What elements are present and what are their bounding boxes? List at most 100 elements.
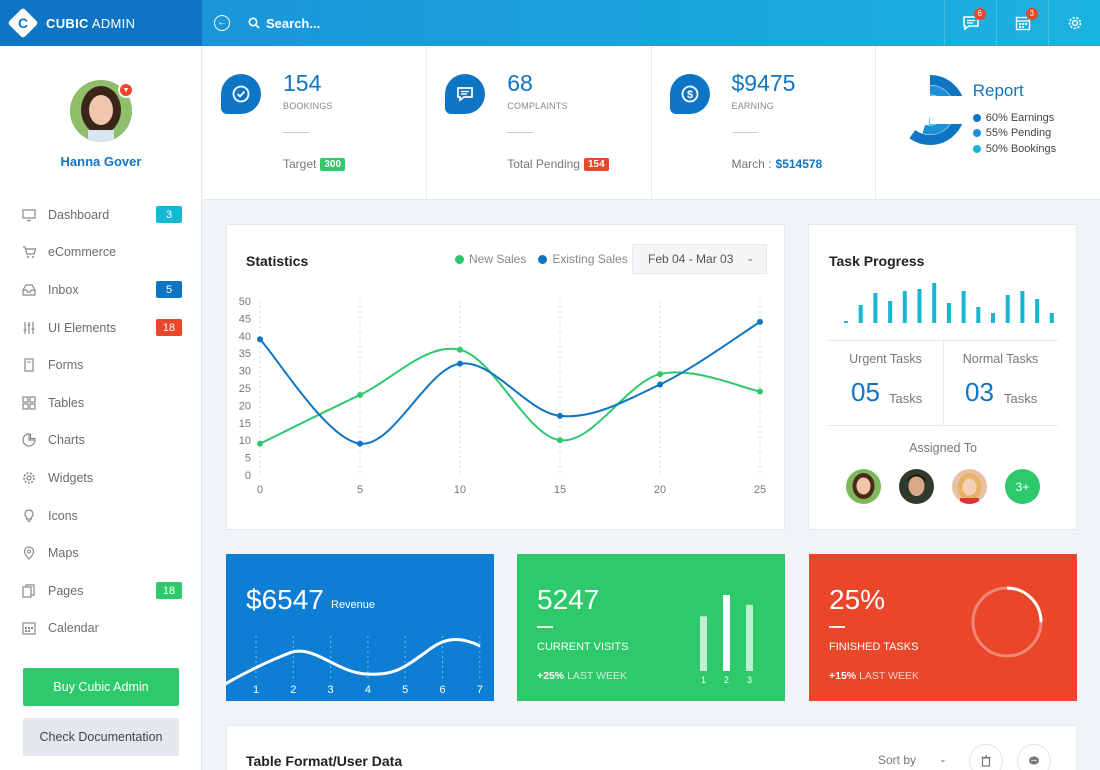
delete-button[interactable]: [969, 744, 1003, 770]
count-badge: 18: [156, 582, 182, 600]
bar-label: 2: [724, 675, 729, 685]
data-point: [457, 360, 463, 367]
sidebar-item-pages[interactable]: Pages 18: [0, 572, 202, 610]
pin-icon: [22, 546, 36, 560]
legend-item: New Sales: [455, 252, 526, 266]
divider: [828, 425, 1058, 426]
stat-label: EARNING: [731, 101, 774, 111]
chevron-down-icon[interactable]: ▼: [118, 82, 134, 98]
search-input[interactable]: Search...: [248, 16, 320, 31]
cart-icon: [22, 245, 36, 259]
sidebar-item-label: Charts: [48, 433, 85, 448]
buy-button[interactable]: Buy Cubic Admin: [23, 668, 179, 706]
sidebar-item-charts[interactable]: Charts: [0, 422, 202, 460]
date-range-select[interactable]: Feb 04 - Mar 03 ⌄: [632, 244, 767, 274]
chevron-down-icon[interactable]: ⌄: [939, 754, 947, 764]
count-badge: 5: [156, 281, 182, 299]
date-range-value: Feb 04 - Mar 03: [648, 252, 734, 266]
documentation-button[interactable]: Check Documentation: [23, 718, 179, 756]
messages-button[interactable]: 6: [944, 0, 996, 46]
sidebar-item-widgets[interactable]: Widgets: [0, 459, 202, 497]
divider: [283, 132, 309, 133]
task-progress-card: Task Progress Urgent Tasks 05 Tasks Norm…: [808, 224, 1077, 530]
calendar-button[interactable]: 3: [996, 0, 1048, 46]
visits-delta: +25% LAST WEEK: [537, 670, 627, 682]
finished-tasks-progress-ring: [971, 586, 1043, 658]
gear-icon: [1068, 16, 1081, 30]
check-icon: [221, 74, 261, 114]
sort-by-select[interactable]: Sort by: [878, 753, 917, 767]
revenue-wave-line: [226, 637, 481, 686]
sidebar-item-icons[interactable]: Icons: [0, 497, 202, 535]
sidebar-item-inbox[interactable]: Inbox 5: [0, 271, 202, 309]
trash-icon: [981, 755, 991, 767]
x-tick-label: 5: [357, 484, 363, 496]
search-icon: [248, 17, 260, 29]
stat-value: 68: [507, 70, 533, 96]
sidebar-item-label: Calendar: [48, 621, 99, 636]
visits-bar: [723, 595, 730, 671]
data-point: [357, 440, 363, 447]
avatar[interactable]: [899, 469, 934, 504]
revenue-tile: $6547 Revenue 1 2 3 4 5 6 7: [226, 554, 494, 701]
data-point: [357, 391, 363, 398]
task-bar: [858, 305, 863, 323]
task-bar: [888, 301, 893, 323]
comment-button[interactable]: [1017, 744, 1051, 770]
sidebar-item-calendar[interactable]: Calendar: [0, 610, 202, 648]
visits-tile: 5247 CURRENT VISITS +25% LAST WEEK 1 2 3: [517, 554, 785, 701]
sidebar-item-forms[interactable]: Forms: [0, 346, 202, 384]
avatar[interactable]: [846, 469, 881, 504]
y-tick-label: 35: [239, 348, 251, 360]
visits-bar-chart: 1 2 3: [700, 595, 753, 685]
finished-tasks-label: FINISHED TASKS: [829, 641, 919, 653]
chat-icon: [1029, 756, 1039, 765]
settings-button[interactable]: [1048, 0, 1100, 46]
task-progress-bars: [844, 283, 1054, 323]
normal-tasks-label: Normal Tasks: [962, 352, 1039, 366]
form-icon: [22, 358, 36, 372]
urgent-tasks-count: 05: [851, 377, 880, 407]
x-tick-label: 4: [365, 684, 371, 696]
sidebar-menu: Dashboard 3 eCommerce Inbox 5 UI Elements 18 Fo…: [0, 196, 202, 647]
chart-legend: New Sales Existing Sales: [455, 252, 640, 266]
data-point: [557, 412, 563, 419]
status-badge: 154: [583, 157, 609, 171]
back-arrow-icon[interactable]: ←: [214, 15, 230, 31]
sidebar-item-label: Maps: [48, 546, 79, 561]
avatar[interactable]: [952, 469, 987, 504]
sidebar-item-dashboard[interactable]: Dashboard 3: [0, 196, 202, 234]
divider: [829, 626, 845, 628]
sidebar-item-label: eCommerce: [48, 245, 117, 260]
sidebar-item-ecommerce[interactable]: eCommerce: [0, 234, 202, 272]
x-tick-label: 20: [654, 484, 666, 496]
divider: [507, 132, 534, 133]
visits-label: CURRENT VISITS: [537, 641, 629, 653]
sidebar-item-ui-elements[interactable]: UI Elements 18: [0, 309, 202, 347]
count-badge: 18: [156, 319, 182, 337]
task-bar: [1005, 295, 1010, 323]
y-tick-label: 0: [245, 470, 251, 482]
user-name[interactable]: Hanna Gover: [60, 154, 142, 169]
sidebar-item-tables[interactable]: Tables: [0, 384, 202, 422]
revenue-value: $6547: [246, 584, 324, 615]
stat-label: BOOKINGS: [283, 101, 333, 111]
card-title: Statistics: [246, 253, 309, 269]
visits-value: 5247: [537, 584, 600, 615]
urgent-tasks-unit: Tasks: [889, 391, 923, 406]
legend-item: 55% Pending: [972, 126, 1056, 142]
pie-icon: [22, 433, 36, 447]
x-tick-label: 2: [290, 684, 296, 696]
divider: [731, 132, 758, 133]
brand[interactable]: C CUBIC ADMIN: [0, 0, 202, 46]
avatar[interactable]: [70, 80, 132, 142]
logo-icon: C: [7, 7, 39, 39]
more-assignees-button[interactable]: 3+: [1005, 469, 1040, 504]
sidebar-item-maps[interactable]: Maps: [0, 534, 202, 572]
card-title: Task Progress: [829, 253, 925, 269]
sidebar-item-label: UI Elements: [48, 320, 117, 335]
task-bar: [961, 291, 966, 323]
sidebar: ▼ Hanna Gover Dashboard 3 eCommerce Inbox 5 U…: [0, 46, 202, 770]
top-bar: C CUBIC ADMIN ← Search... 6 3: [0, 0, 1100, 46]
data-point: [457, 346, 463, 353]
